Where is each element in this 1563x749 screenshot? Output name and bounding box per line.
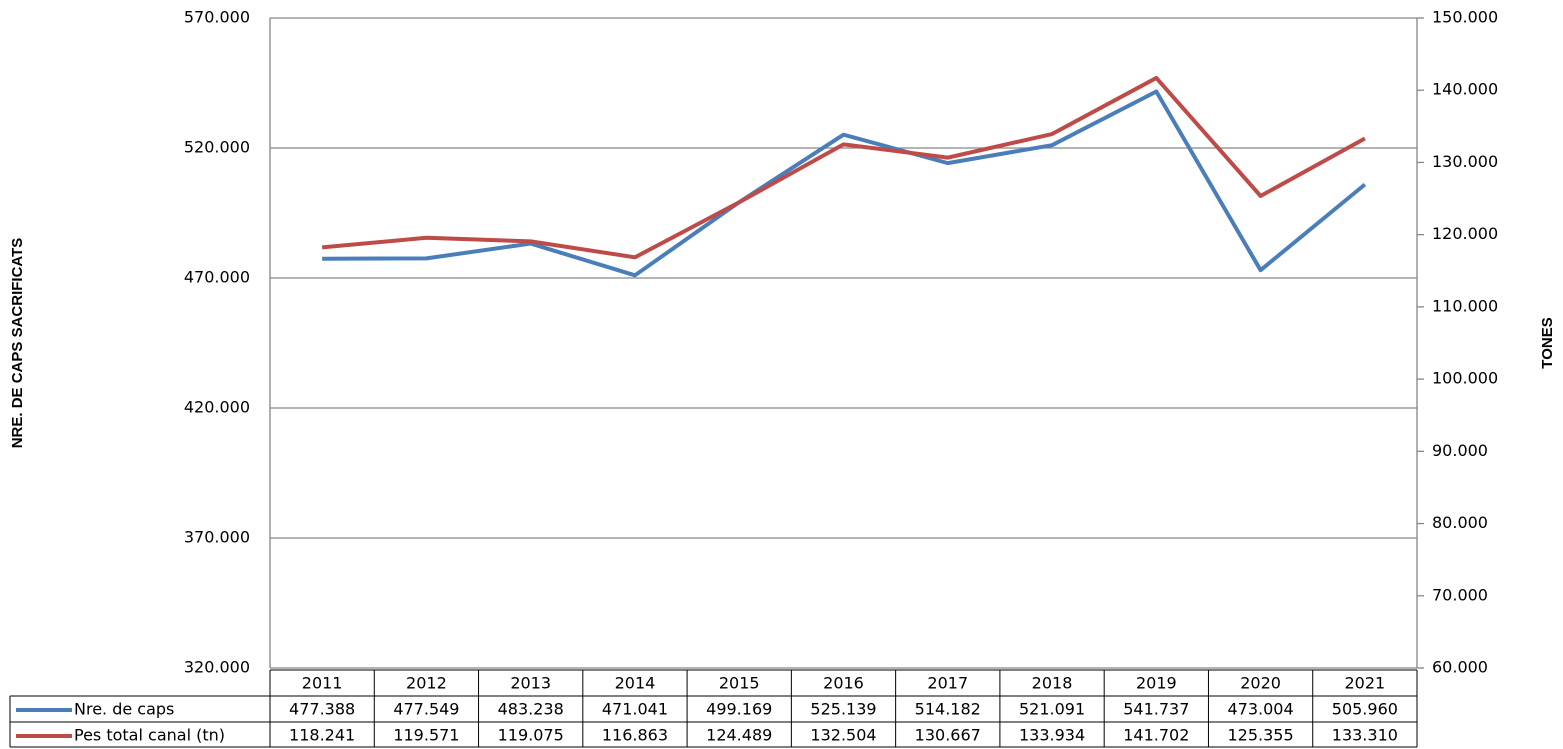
x-tick-label: 2018 [1032,674,1073,693]
table-value: 119.571 [393,726,459,745]
y2-tick-label: 60.000 [1432,658,1488,677]
table-value: 119.075 [498,726,564,745]
y2-tick-label: 130.000 [1432,152,1498,171]
table-value: 525.139 [810,700,876,719]
y2-tick-label: 100.000 [1432,369,1498,388]
y2-tick-label: 90.000 [1432,441,1488,460]
x-tick-label: 2017 [927,674,968,693]
series-line [322,89,1367,278]
y2-tick-label: 110.000 [1432,296,1498,315]
table-value: 133.310 [1332,726,1398,745]
x-tick-label: 2015 [719,674,760,693]
y-tick-label: 570.000 [184,8,250,27]
table-value: 471.041 [602,700,668,719]
y-tick-label: 420.000 [184,398,250,417]
y-tick-label: 470.000 [184,268,250,287]
y2-tick-label: 120.000 [1432,224,1498,243]
series-line [321,75,1366,260]
table-value: 477.549 [393,700,459,719]
y2-tick-label: 70.000 [1432,585,1488,604]
table-value: 116.863 [602,726,668,745]
y2-tick-label: 140.000 [1432,80,1498,99]
table-value: 118.241 [289,726,355,745]
table-value: 514.182 [915,700,981,719]
x-tick-label: 2013 [510,674,551,693]
y2-tick-label: 80.000 [1432,513,1488,532]
x-tick-label: 2016 [823,674,864,693]
table-value: 130.667 [915,726,981,745]
legend-label: Nre. de caps [74,700,174,719]
y2-tick-label: 150.000 [1432,8,1498,27]
y-tick-label: 520.000 [184,138,250,157]
table-value: 483.238 [498,700,564,719]
table-value: 541.737 [1123,700,1189,719]
table-value: 124.489 [706,726,772,745]
x-tick-label: 2021 [1345,674,1386,693]
table-value: 521.091 [1019,700,1085,719]
table-value: 473.004 [1228,700,1294,719]
x-tick-label: 2020 [1240,674,1281,693]
y-tick-label: 320.000 [184,658,250,677]
legend-label: Pes total canal (tn) [74,726,225,745]
x-tick-label: 2014 [615,674,656,693]
table-value: 133.934 [1019,726,1085,745]
x-tick-label: 2012 [406,674,447,693]
y-axis-title: NRE. DE CAPS SACRIFICATS [9,238,26,449]
table-value: 141.702 [1123,726,1189,745]
table-value: 477.388 [289,700,355,719]
table-value: 505.960 [1332,700,1398,719]
table-value: 125.355 [1228,726,1294,745]
table-value: 499.169 [706,700,772,719]
y-tick-label: 370.000 [184,528,250,547]
x-tick-label: 2011 [302,674,343,693]
y2-axis-title: TONES [1539,317,1556,368]
table-value: 132.504 [810,726,876,745]
x-tick-label: 2019 [1136,674,1177,693]
